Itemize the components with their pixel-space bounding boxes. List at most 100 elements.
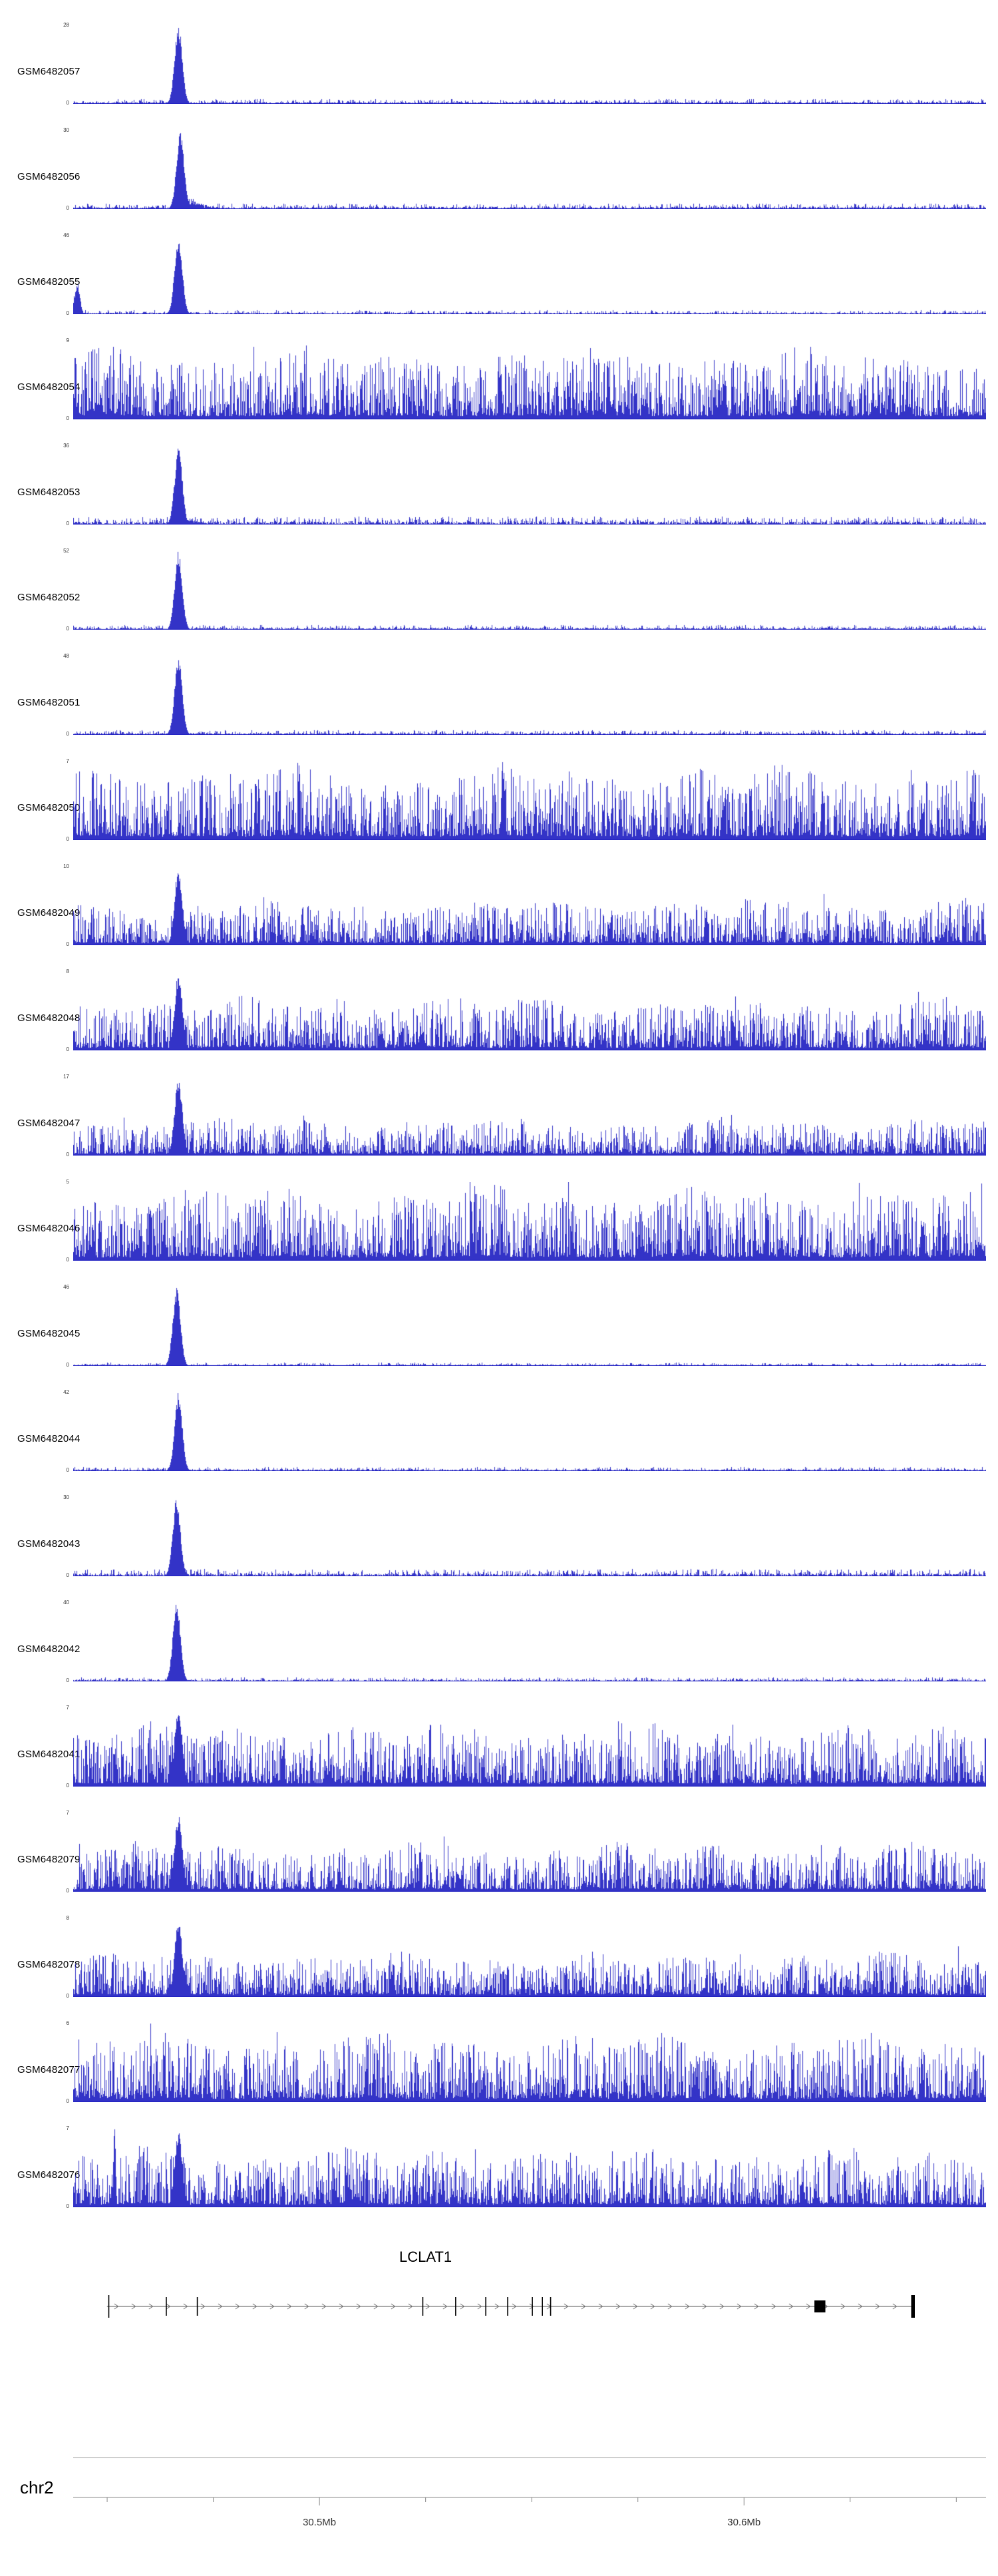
- track-zero-label: 0: [66, 731, 69, 737]
- track-ymax-label: 8: [66, 1915, 69, 1921]
- track-zero-label: 0: [66, 415, 69, 421]
- track-plot: [73, 1287, 986, 1366]
- track-label: GSM6482046: [17, 1222, 81, 1234]
- track-ymax-label: 7: [66, 1705, 69, 1711]
- track-label: GSM6482045: [17, 1327, 81, 1339]
- signal-canvas: [73, 2024, 986, 2102]
- signal-canvas: [73, 341, 986, 419]
- track-label: GSM6482055: [17, 276, 81, 288]
- track-plot: [73, 2024, 986, 2102]
- track-row: GSM6482055 46 0: [0, 229, 998, 334]
- signal-canvas: [73, 1287, 986, 1366]
- track-label: GSM6482079: [17, 1853, 81, 1865]
- svg-text:30.6Mb: 30.6Mb: [727, 2517, 760, 2528]
- signal-canvas: [73, 25, 986, 104]
- track-ymax-label: 36: [63, 443, 69, 449]
- track-ymax-label: 7: [66, 2125, 69, 2131]
- track-row: GSM6482043 30 0: [0, 1491, 998, 1596]
- track-plot: [73, 761, 986, 840]
- track-ymax-label: 46: [63, 232, 69, 238]
- track-plot: [73, 551, 986, 630]
- track-ymax-label: 28: [63, 22, 69, 28]
- track-row: GSM6482051 48 0: [0, 650, 998, 755]
- track-row: GSM6482079 7 0: [0, 1807, 998, 1912]
- chromosome-label: chr2: [20, 2477, 54, 2497]
- track-plot: [73, 1708, 986, 1787]
- signal-canvas: [73, 1708, 986, 1787]
- track-row: GSM6482054 9 0: [0, 334, 998, 439]
- track-ymax-label: 17: [63, 1074, 69, 1080]
- track-label: GSM6482078: [17, 1958, 81, 1970]
- track-zero-label: 0: [66, 1677, 69, 1683]
- signal-canvas: [73, 1498, 986, 1576]
- track-ymax-label: 46: [63, 1284, 69, 1290]
- track-ymax-label: 6: [66, 2020, 69, 2026]
- track-zero-label: 0: [66, 205, 69, 211]
- track-row: GSM6482057 28 0: [0, 19, 998, 124]
- track-zero-label: 0: [66, 626, 69, 632]
- signal-canvas: [73, 972, 986, 1050]
- track-label: GSM6482050: [17, 801, 81, 813]
- track-ymax-label: 40: [63, 1600, 69, 1606]
- track-label: GSM6482049: [17, 907, 81, 919]
- track-label: GSM6482041: [17, 1748, 81, 1760]
- track-plot: [73, 1077, 986, 1156]
- signal-canvas: [73, 867, 986, 945]
- signal-canvas: [73, 761, 986, 840]
- track-plot: [73, 1393, 986, 1471]
- track-plot: [73, 1918, 986, 1997]
- track-ymax-label: 48: [63, 653, 69, 659]
- signal-canvas: [73, 236, 986, 314]
- track-plot: [73, 2129, 986, 2207]
- track-row: GSM6482076 7 0: [0, 2122, 998, 2227]
- track-row: GSM6482041 7 0: [0, 1701, 998, 1807]
- track-zero-label: 0: [66, 100, 69, 106]
- track-plot: [73, 1498, 986, 1576]
- track-ymax-label: 5: [66, 1179, 69, 1185]
- track-plot: [73, 1813, 986, 1892]
- track-zero-label: 0: [66, 1257, 69, 1263]
- track-ymax-label: 7: [66, 1810, 69, 1816]
- track-label: GSM6482043: [17, 1538, 81, 1550]
- signal-canvas: [73, 1393, 986, 1471]
- track-label: GSM6482056: [17, 170, 81, 182]
- track-row: GSM6482053 36 0: [0, 439, 998, 544]
- track-plot: [73, 341, 986, 419]
- track-label: GSM6482048: [17, 1012, 81, 1024]
- track-row: GSM6482048 8 0: [0, 965, 998, 1070]
- track-row: GSM6482049 10 0: [0, 860, 998, 965]
- genome-axis: 30.5Mb 30.6Mb: [73, 2497, 986, 2528]
- track-row: GSM6482045 46 0: [0, 1281, 998, 1386]
- signal-canvas: [73, 2129, 986, 2207]
- track-zero-label: 0: [66, 1888, 69, 1894]
- signal-canvas: [73, 551, 986, 630]
- track-ymax-label: 30: [63, 127, 69, 133]
- track-label: GSM6482042: [17, 1643, 81, 1655]
- track-zero-label: 0: [66, 941, 69, 947]
- track-ymax-label: 8: [66, 968, 69, 974]
- signal-canvas: [73, 446, 986, 525]
- signal-canvas: [73, 1603, 986, 1681]
- track-row: GSM6482046 5 0: [0, 1176, 998, 1281]
- signal-canvas: [73, 130, 986, 209]
- track-label: GSM6482051: [17, 696, 81, 708]
- track-plot: [73, 130, 986, 209]
- track-zero-label: 0: [66, 2203, 69, 2209]
- track-plot: [73, 446, 986, 525]
- track-zero-label: 0: [66, 1362, 69, 1368]
- track-ymax-label: 42: [63, 1389, 69, 1395]
- track-ymax-label: 52: [63, 548, 69, 554]
- signal-canvas: [73, 1918, 986, 1997]
- signal-canvas: [73, 1182, 986, 1261]
- track-plot: [73, 236, 986, 314]
- track-ymax-label: 7: [66, 758, 69, 764]
- track-zero-label: 0: [66, 836, 69, 842]
- signal-canvas: [73, 656, 986, 735]
- track-row: GSM6482047 17 0: [0, 1070, 998, 1176]
- track-zero-label: 0: [66, 1993, 69, 1999]
- track-zero-label: 0: [66, 1152, 69, 1158]
- gene-name-label: LCLAT1: [399, 2249, 452, 2265]
- signal-canvas: [73, 1813, 986, 1892]
- track-zero-label: 0: [66, 1467, 69, 1473]
